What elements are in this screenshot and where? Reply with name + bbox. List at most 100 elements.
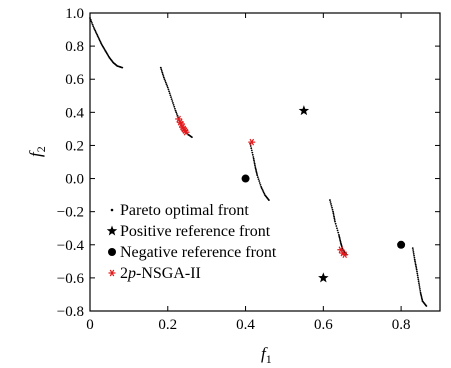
x-tick-label: 0.8 <box>392 317 411 333</box>
pareto-point <box>91 23 94 26</box>
pareto-point <box>420 296 423 298</box>
pareto-point <box>161 73 164 76</box>
nsga-point <box>341 251 349 259</box>
pareto-point <box>100 42 102 44</box>
y-axis-ticks: 1.0 0.8 0.6 0.4 0.2 0.0 −0.2 −0.4 −0.6 −0.8 <box>57 6 440 320</box>
pareto-point <box>162 75 165 77</box>
pareto-point <box>92 25 95 28</box>
pareto-point <box>160 68 163 71</box>
pareto-point <box>336 227 338 230</box>
legend-label-nsga: 2p-NSGA-II <box>120 265 201 282</box>
pareto-point <box>329 199 331 201</box>
pareto-point <box>251 153 254 156</box>
pareto-point <box>419 288 421 290</box>
pareto-point <box>262 190 264 192</box>
pareto-point <box>414 263 417 266</box>
pareto-point <box>170 98 173 100</box>
legend-label-nsga-suffix: -NSGA-II <box>136 265 201 282</box>
x-axis-label-main: f <box>261 344 268 363</box>
pareto-point <box>334 222 337 225</box>
pareto-point <box>418 282 420 285</box>
pareto-point <box>250 147 253 150</box>
pareto-point <box>418 286 421 288</box>
legend-marker-asterisk <box>108 269 116 277</box>
legend-label-nsga-italic: p <box>127 265 136 282</box>
pareto-point <box>333 217 336 220</box>
pareto-point <box>256 176 259 179</box>
pareto-point <box>332 210 334 213</box>
pareto-point <box>167 88 170 91</box>
y-axis-label-main: f <box>26 150 45 157</box>
y-axis-label-sub: 2 <box>34 146 48 152</box>
legend-label-nsga-prefix: 2 <box>120 265 128 282</box>
pareto-point <box>255 170 258 173</box>
pareto-point <box>329 201 332 203</box>
pareto-point <box>258 180 261 182</box>
legend-asterisk-glyph-stroke <box>109 269 115 277</box>
pareto-point <box>96 33 99 36</box>
pareto-point <box>254 164 256 167</box>
pareto-point <box>256 174 259 177</box>
pareto-point <box>339 239 342 242</box>
pareto-point <box>251 151 254 154</box>
pareto-point <box>95 32 98 35</box>
pareto-point <box>172 102 174 104</box>
positive-reference-point <box>298 105 310 116</box>
pareto-point <box>255 171 258 174</box>
y-tick-label: −0.6 <box>57 271 85 287</box>
pareto-point <box>413 254 415 257</box>
plot-frame <box>89 12 441 312</box>
pareto-point <box>254 166 257 168</box>
pareto-point <box>416 274 419 277</box>
nsga-point <box>248 138 256 146</box>
pareto-point <box>159 66 162 69</box>
pareto-point <box>419 289 422 292</box>
pareto-point <box>259 184 262 186</box>
y-tick-label: 0.0 <box>65 172 84 188</box>
pareto-point <box>166 86 169 89</box>
pareto-point <box>414 260 416 263</box>
pareto-point <box>412 251 415 253</box>
pareto-point <box>267 199 270 201</box>
pareto-point <box>169 94 172 97</box>
pareto-point <box>330 203 332 205</box>
positive-reference-point <box>318 272 329 283</box>
pareto-point <box>415 267 418 269</box>
pareto-point <box>168 90 170 93</box>
y-tick-label: 0.8 <box>65 39 84 55</box>
pareto-point <box>252 157 255 160</box>
pareto-point <box>420 294 423 297</box>
pareto-point <box>166 84 169 87</box>
pareto-point <box>331 208 334 211</box>
nsga-point-stroke <box>249 138 255 146</box>
legend-marker-circle <box>108 248 116 256</box>
pareto-point <box>419 291 422 294</box>
nsga-point-stroke <box>183 128 189 136</box>
pareto-point <box>175 113 178 115</box>
nsga-point-stroke <box>338 246 344 254</box>
pareto-point <box>92 27 95 29</box>
x-tick-label: 0.6 <box>314 317 333 333</box>
pareto-point <box>172 103 175 106</box>
pareto-point <box>411 247 414 249</box>
pareto-point <box>93 28 96 31</box>
negative-reference-point <box>397 240 406 249</box>
pareto-point <box>98 39 101 42</box>
pareto-point <box>331 206 333 209</box>
pareto-point <box>339 240 342 243</box>
pareto-point <box>417 278 420 281</box>
pareto-point <box>253 161 256 163</box>
nsga-point-stroke <box>179 120 184 128</box>
pareto-point <box>163 78 166 81</box>
pareto-point <box>332 214 335 216</box>
y-tick-label: 1.0 <box>65 6 84 22</box>
pareto-point <box>416 270 418 273</box>
legend-marker-star <box>106 225 118 236</box>
pareto-point <box>332 212 335 215</box>
pareto-point <box>96 35 99 38</box>
pareto-point <box>173 105 176 108</box>
y-tick-label: 0.2 <box>65 138 84 154</box>
pareto-point <box>334 220 336 223</box>
x-tick-label: 0 <box>86 317 94 333</box>
x-tick-label: 0.2 <box>158 317 177 333</box>
